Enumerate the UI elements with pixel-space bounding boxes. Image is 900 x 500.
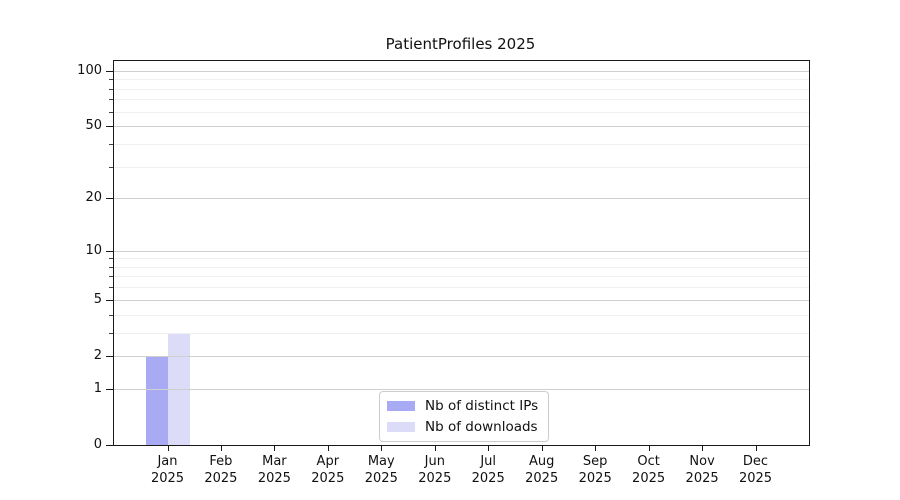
y-axis-tick: [106, 250, 113, 252]
y-axis-minor-tick: [109, 143, 113, 145]
legend-label-downloads: Nb of downloads: [425, 419, 538, 435]
x-axis-tick-label-line: Dec: [742, 454, 769, 469]
x-axis-tick-label: Sep 2025: [563, 453, 627, 487]
y-axis-tick: [106, 70, 113, 72]
x-axis-tick-label-line: 2025: [578, 471, 612, 486]
y-axis-tick: [106, 198, 113, 200]
x-axis-tick-label-line: Jan: [157, 454, 178, 469]
x-axis-tick-label: Dec 2025: [724, 453, 788, 487]
x-axis-tick-label: Jun 2025: [403, 453, 467, 487]
y-axis-minor-tick: [109, 79, 113, 81]
x-axis-tick: [488, 445, 490, 451]
y-axis-tick: [106, 445, 113, 446]
bar-distinct-ips: [145, 355, 168, 445]
y-axis-tick: [106, 388, 113, 390]
x-axis-tick-label-line: Feb: [209, 454, 233, 469]
y-axis-minor-tick: [109, 88, 113, 90]
x-axis-tick-label-line: Nov: [689, 454, 715, 469]
y-axis-minor-tick: [109, 166, 113, 168]
x-axis-tick-label-line: 2025: [311, 471, 345, 486]
x-axis-tick-label: Oct 2025: [617, 453, 681, 487]
x-axis-tick: [327, 445, 329, 451]
y-axis-minor-tick: [109, 258, 113, 260]
x-axis-tick: [274, 445, 276, 451]
x-axis-tick-label-line: 2025: [150, 471, 185, 486]
y-axis-tick-label: 1: [93, 380, 102, 396]
x-axis-tick: [381, 445, 383, 451]
y-axis-minor-tick: [109, 266, 113, 268]
axis-layer: 0 1 2 5 10 20 50 100 Jan 2025 Feb 2025 Mar 2025 Apr 202…: [77, 61, 809, 486]
y-axis-minor-tick: [109, 99, 113, 101]
legend-swatch-downloads: [387, 422, 415, 432]
y-axis-tick-label: 10: [85, 242, 102, 258]
x-axis-tick-label: Mar 2025: [242, 453, 306, 487]
y-axis-tick-label: 0: [93, 437, 102, 452]
legend-item-distinct-ips: Nb of distinct IPs: [387, 398, 538, 414]
x-axis-tick-label-line: Apr: [316, 454, 340, 469]
y-axis-tick: [106, 126, 113, 128]
legend-label-distinct-ips: Nb of distinct IPs: [425, 398, 539, 414]
x-axis-tick-label-line: 2025: [364, 471, 398, 486]
y-axis-tick-label: 20: [85, 190, 102, 206]
x-axis-tick-label: Jul 2025: [456, 453, 520, 487]
legend-item-downloads: Nb of downloads: [387, 419, 538, 435]
x-axis-tick-label-line: Sep: [582, 454, 608, 469]
y-axis-minor-tick: [109, 276, 113, 278]
x-axis-tick-label-line: 2025: [738, 471, 773, 486]
chart-title: PatientProfiles 2025: [385, 35, 536, 53]
x-axis-tick: [755, 445, 757, 451]
x-axis-tick-label: May 2025: [349, 453, 413, 487]
x-axis-tick-label-line: Mar: [262, 454, 287, 469]
y-axis-minor-tick: [109, 314, 113, 316]
bars-layer: [114, 61, 809, 445]
x-axis-tick: [220, 445, 222, 451]
x-axis-tick: [648, 445, 650, 451]
x-axis-tick-label-line: 2025: [525, 471, 559, 486]
x-axis-tick-label: Jan 2025: [136, 453, 200, 487]
y-axis-tick-label: 2: [93, 347, 102, 363]
x-axis-tick-label-line: Jun: [424, 454, 445, 469]
x-axis-tick-label-line: 2025: [257, 471, 291, 486]
x-axis-tick-label-line: 2025: [204, 471, 238, 486]
y-axis-tick-label: 100: [77, 62, 102, 78]
x-axis-tick-label-line: 2025: [418, 471, 452, 486]
x-axis-tick: [541, 445, 543, 451]
y-axis-tick: [106, 299, 113, 301]
x-axis-tick-label: Apr 2025: [296, 453, 360, 487]
x-axis-tick-label-line: May: [367, 454, 395, 469]
x-axis-tick: [434, 445, 436, 451]
x-axis-tick-label-line: Jul: [480, 454, 497, 469]
legend-swatch-distinct-ips: [387, 401, 415, 411]
x-axis-tick-label-line: Oct: [637, 454, 660, 469]
x-axis-tick-label: Aug 2025: [510, 453, 574, 487]
plot-area: 0 1 2 5 10 20 50 100 Jan 2025 Feb 2025 Mar 2025 Apr 202…: [77, 60, 810, 486]
y-axis-minor-tick: [109, 287, 113, 289]
y-axis-tick-label: 5: [93, 291, 102, 307]
x-axis-tick-label: Feb 2025: [189, 453, 253, 487]
x-axis-tick: [702, 445, 704, 451]
x-axis-tick-label-line: 2025: [632, 471, 666, 486]
x-axis-tick-label-line: 2025: [685, 471, 719, 486]
x-axis-tick-label: Nov 2025: [670, 453, 734, 487]
x-axis-tick: [595, 445, 597, 451]
x-axis-tick-label-line: 2025: [471, 471, 505, 486]
y-axis-minor-tick: [109, 111, 113, 113]
x-axis-tick-label-line: Aug: [528, 454, 555, 469]
y-axis-tick: [106, 355, 113, 357]
bar-downloads: [167, 332, 190, 445]
legend: Nb of distinct IPs Nb of downloads: [379, 391, 550, 442]
y-axis-tick-label: 50: [85, 118, 102, 134]
y-axis-minor-tick: [109, 332, 113, 334]
x-axis-tick: [167, 445, 169, 451]
